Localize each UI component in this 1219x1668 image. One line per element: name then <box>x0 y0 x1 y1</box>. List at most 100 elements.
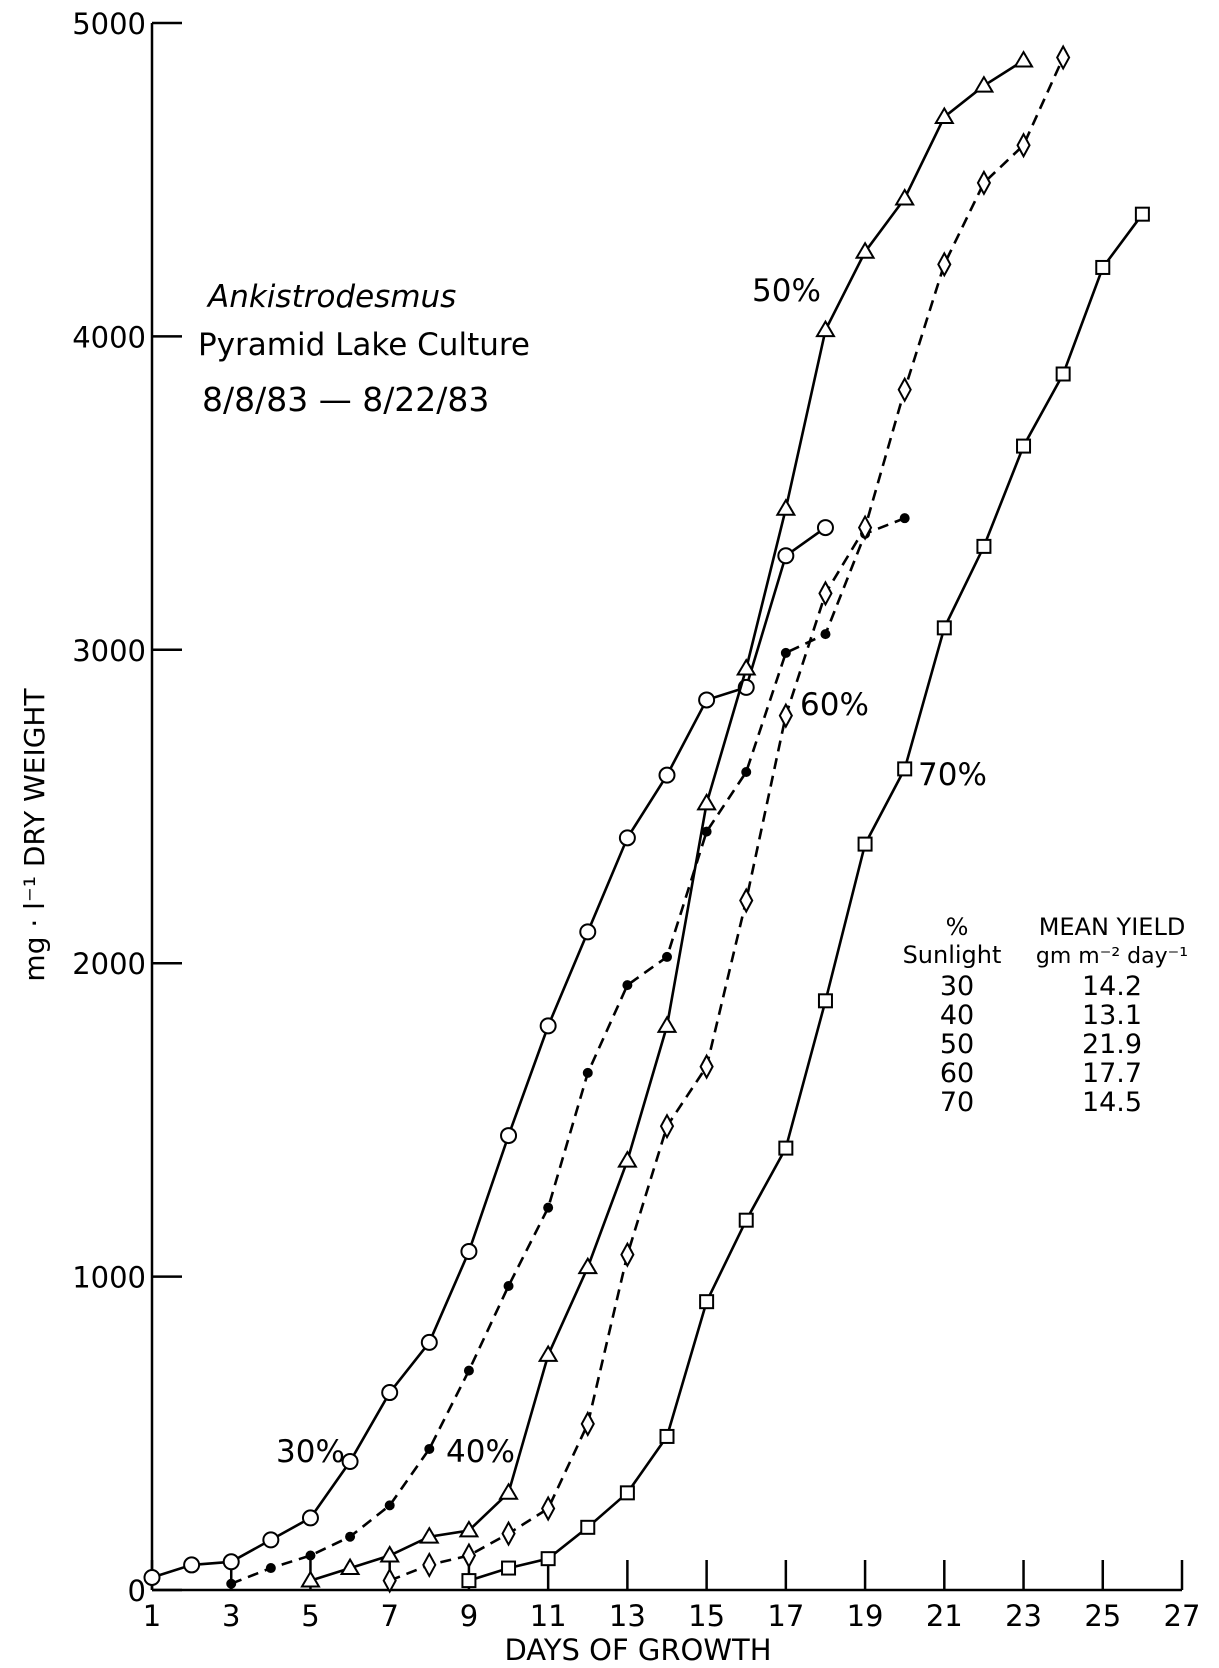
data-point <box>1056 44 1071 71</box>
data-point <box>622 980 633 991</box>
data-point <box>976 169 992 196</box>
data-point <box>379 1545 400 1563</box>
data-point <box>341 1453 359 1471</box>
data-point <box>1134 206 1150 222</box>
table-cell-yield: 17.7 <box>1082 1058 1142 1089</box>
y-tick-label: 1000 <box>72 1261 146 1295</box>
x-tick-label: 19 <box>847 1599 884 1633</box>
data-point <box>619 1485 635 1501</box>
data-point <box>262 1531 280 1549</box>
x-tick-label: 23 <box>1005 1599 1042 1633</box>
data-point <box>894 188 915 206</box>
data-point <box>741 767 752 778</box>
x-tick-label: 13 <box>609 1599 646 1633</box>
data-point <box>345 1531 356 1542</box>
data-point <box>382 1567 397 1594</box>
data-point <box>424 1443 435 1454</box>
data-point <box>498 1482 519 1500</box>
data-point <box>973 75 995 93</box>
chart-title-dates: 8/8/83 — 8/22/83 <box>202 380 489 419</box>
data-point <box>226 1578 237 1589</box>
data-point <box>620 1241 635 1268</box>
series-label-40: 40% <box>446 1434 515 1470</box>
data-point <box>461 1542 477 1569</box>
table-header-units: gm m⁻² day⁻¹ <box>1036 944 1188 969</box>
data-point <box>777 547 795 565</box>
data-point <box>778 702 793 729</box>
data-point <box>501 1560 517 1576</box>
data-point <box>183 1556 201 1574</box>
data-point <box>617 1150 638 1168</box>
data-point <box>659 1113 675 1140</box>
data-point <box>815 319 836 338</box>
data-point <box>658 766 676 784</box>
data-point <box>1016 132 1031 159</box>
data-point <box>659 1428 675 1444</box>
data-point <box>537 1344 559 1362</box>
table-cell-yield: 14.5 <box>1082 1087 1142 1118</box>
data-point <box>222 1553 240 1571</box>
data-point <box>419 1526 440 1544</box>
x-tick-label: 7 <box>380 1599 398 1633</box>
x-ticks: 1 3 5 7 9 11 13 15 17 19 21 23 25 27 <box>143 1560 1201 1633</box>
data-point <box>857 836 873 852</box>
data-point <box>460 1243 478 1261</box>
data-point <box>976 538 992 554</box>
series-3 <box>300 50 1034 1588</box>
data-point <box>656 1015 678 1033</box>
x-tick-label: 11 <box>530 1599 567 1633</box>
data-point <box>300 1570 321 1588</box>
data-point <box>778 1140 794 1156</box>
series-line <box>151 526 827 1579</box>
data-point <box>1013 50 1034 68</box>
data-point <box>503 1281 514 1292</box>
data-point <box>820 629 831 640</box>
data-point <box>500 1127 518 1145</box>
x-tick-label: 21 <box>926 1599 963 1633</box>
data-point <box>463 1365 474 1376</box>
series-line <box>389 56 1065 1582</box>
table-cell-yield: 14.2 <box>1082 971 1142 1002</box>
y-ticks: 0 1000 2000 3000 4000 5000 <box>72 7 182 1608</box>
data-point <box>301 1509 319 1527</box>
series-label-70: 70% <box>918 757 987 793</box>
data-point <box>580 1519 596 1535</box>
data-point <box>738 1212 754 1228</box>
data-point <box>1016 438 1032 454</box>
data-point <box>817 993 833 1009</box>
data-point <box>698 691 716 709</box>
x-axis-label: DAYS OF GROWTH <box>504 1633 771 1667</box>
data-point <box>579 923 597 941</box>
series-line <box>230 516 906 1585</box>
data-point <box>816 519 834 537</box>
data-point <box>381 1384 399 1402</box>
data-point <box>662 951 672 962</box>
table-rows: 30 14.2 40 13.1 50 21.9 60 17.7 70 14.5 <box>940 971 1142 1118</box>
data-point <box>735 658 757 676</box>
data-point <box>936 620 952 636</box>
data-point <box>897 761 913 777</box>
y-tick-label: 4000 <box>72 320 146 354</box>
data-point <box>937 251 952 278</box>
table-header-percent: % <box>946 913 969 941</box>
data-point <box>305 1550 316 1561</box>
data-point <box>580 1410 595 1437</box>
data-point <box>541 1495 556 1522</box>
data-point <box>143 1568 161 1586</box>
yield-table: % Sunlight MEAN YIELD gm m⁻² day⁻¹ 30 14.… <box>903 913 1189 1118</box>
table-cell-yield: 21.9 <box>1082 1029 1142 1060</box>
data-point <box>539 1017 557 1035</box>
chart-title-culture: Pyramid Lake Culture <box>198 327 530 363</box>
series-label-30: 30% <box>276 1434 345 1470</box>
series-label-50: 50% <box>752 273 821 309</box>
y-tick-label: 0 <box>128 1574 146 1608</box>
data-point <box>339 1557 361 1576</box>
data-point <box>461 1573 477 1589</box>
data-point <box>775 498 797 516</box>
data-point <box>854 241 876 259</box>
y-axis-label: mg · l⁻¹ DRY WEIGHT <box>18 688 51 982</box>
x-tick-label: 27 <box>1164 1599 1201 1633</box>
y-tick-label: 2000 <box>72 947 146 981</box>
x-tick-label: 25 <box>1084 1599 1121 1633</box>
